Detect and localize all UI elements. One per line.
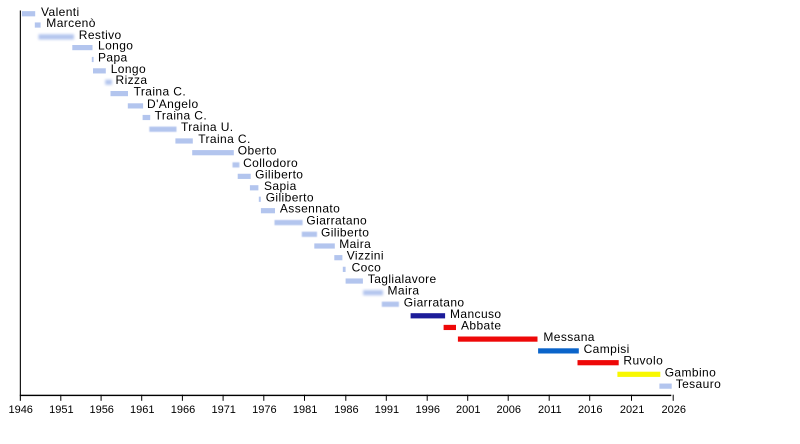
svg-text:Marcenò: Marcenò [46, 16, 96, 30]
svg-text:Messana: Messana [543, 330, 595, 344]
svg-text:2021: 2021 [620, 404, 644, 416]
svg-text:Tesauro: Tesauro [676, 377, 722, 391]
svg-text:2006: 2006 [497, 404, 521, 416]
svg-text:Oberto: Oberto [238, 144, 277, 158]
svg-text:Giarratano: Giarratano [306, 214, 367, 228]
svg-text:1986: 1986 [334, 404, 358, 416]
svg-text:1966: 1966 [171, 404, 195, 416]
svg-text:1996: 1996 [416, 404, 440, 416]
svg-text:Restivo: Restivo [79, 28, 122, 42]
svg-text:Coco: Coco [352, 260, 382, 274]
svg-text:Collodoro: Collodoro [243, 156, 298, 170]
svg-text:Taglialavore: Taglialavore [368, 272, 437, 286]
svg-text:Giliberto: Giliberto [255, 167, 303, 181]
svg-text:Longo: Longo [98, 39, 133, 53]
svg-text:Gambino: Gambino [665, 365, 717, 379]
svg-text:1961: 1961 [130, 404, 154, 416]
svg-text:1991: 1991 [375, 404, 399, 416]
svg-text:Mancuso: Mancuso [450, 307, 502, 321]
svg-text:1946: 1946 [8, 404, 32, 416]
svg-text:1971: 1971 [211, 404, 235, 416]
svg-text:Giarratano: Giarratano [404, 295, 465, 309]
svg-text:Rizza: Rizza [116, 73, 148, 87]
svg-text:2016: 2016 [578, 404, 602, 416]
svg-text:D'Angelo: D'Angelo [147, 97, 199, 111]
svg-text:Maira: Maira [388, 284, 420, 298]
svg-text:2026: 2026 [662, 404, 686, 416]
svg-text:2011: 2011 [538, 404, 562, 416]
svg-text:Campisi: Campisi [584, 342, 630, 356]
svg-text:Papa: Papa [98, 51, 128, 65]
svg-text:Giliberto: Giliberto [266, 190, 314, 204]
svg-text:Maira: Maira [339, 237, 371, 251]
svg-text:Giliberto: Giliberto [321, 225, 369, 239]
svg-text:1956: 1956 [89, 404, 113, 416]
svg-text:Traina C.: Traina C. [155, 109, 208, 123]
svg-text:Ruvolo: Ruvolo [623, 354, 663, 368]
svg-text:Assennato: Assennato [280, 202, 340, 216]
svg-text:1976: 1976 [252, 404, 276, 416]
svg-text:Traina U.: Traina U. [181, 120, 234, 134]
svg-text:Abbate: Abbate [461, 318, 501, 332]
svg-text:Traina C.: Traina C. [134, 85, 187, 99]
svg-text:Traina C.: Traina C. [198, 132, 251, 146]
svg-text:1951: 1951 [49, 404, 73, 416]
svg-text:Sapia: Sapia [264, 179, 297, 193]
svg-text:1981: 1981 [293, 404, 317, 416]
svg-text:Longo: Longo [111, 62, 146, 76]
svg-text:Valenti: Valenti [41, 5, 80, 19]
svg-text:2001: 2001 [456, 404, 480, 416]
svg-text:Vizzini: Vizzini [347, 249, 384, 263]
